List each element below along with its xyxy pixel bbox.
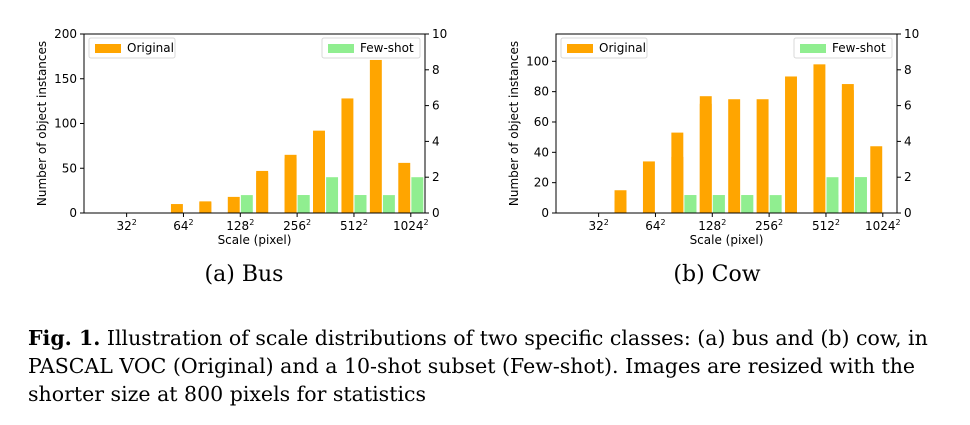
bar-few-shot-362 [326,177,339,213]
bar-original-64 [170,204,183,213]
legend-label-original: Original [127,41,174,55]
ytick-label-right: 4 [432,134,440,148]
bar-few-shot-b-256 [297,195,310,213]
ytick-label-left: 50 [62,161,77,175]
bar-original-b-128 [699,103,712,213]
bar-few-shot-b-724 [854,177,867,213]
ytick-label-left: 60 [534,115,549,129]
ytick-label-left: 100 [526,54,549,68]
xtick-label: 1282 [226,218,254,233]
bar-original-b-90 [671,132,684,213]
xtick-label: 1282 [698,218,726,233]
bar-original-b-256 [284,154,297,213]
legend-label-fewshot: Few-shot [360,41,414,55]
ytick-label-right: 6 [432,99,440,113]
bar-original-724 [369,59,382,213]
bar-few-shot-b-128 [712,195,725,213]
caption-label: Fig. 1. [28,326,101,350]
subcaption-cow: (b) Cow [673,262,761,287]
xtick-label: 5122 [340,218,368,233]
ytick-label-right: 0 [904,206,912,220]
xtick-label: 642 [173,218,193,233]
bar-original-128 [227,196,240,213]
ytick-label-left: 0 [541,206,549,220]
bar-original-b-724 [841,84,854,213]
y-axis-label: Number of object instances [507,41,521,206]
figure-caption: Fig. 1. Illustration of scale distributi… [28,324,953,408]
xtick-label: 322 [588,218,608,233]
bar-few-shot-b-90 [684,195,697,213]
legend-label-original: Original [599,41,646,55]
bar-original-362 [785,76,797,213]
x-axis-label: Scale (pixel) [690,233,764,247]
ytick-label-left: 150 [54,72,77,86]
xtick-label: 642 [645,218,665,233]
bar-few-shot-b-128 [240,195,253,213]
ytick-label-left: 0 [69,206,77,220]
legend-swatch-fewshot [800,44,826,53]
ytick-label-left: 80 [534,85,549,99]
bar-original-256 [756,99,769,213]
plot-frame [555,33,898,214]
bar-few-shot-b-512 [354,195,367,213]
bar-original-512 [813,64,826,213]
legend-swatch-fewshot [328,44,354,53]
xtick-label: 2562 [283,218,311,233]
bar-original-b-181 [256,170,269,213]
ytick-label-right: 8 [904,63,912,77]
xtick-label: 10242 [865,218,901,233]
bar-original-b-45 [614,190,627,213]
xtick-label: 5122 [812,218,840,233]
bar-few-shot-256 [769,195,782,213]
ytick-label-left: 40 [534,145,549,159]
legend-label-fewshot: Few-shot [832,41,886,55]
ytick-label-left: 200 [54,27,77,41]
bar-few-shot-1024 [411,177,424,213]
bar-original-1024 [398,162,411,213]
ytick-label-left: 20 [534,176,549,190]
bar-original-1024 [870,146,883,213]
legend-swatch-original [567,44,593,53]
bus-scale-chart: 0 50 100 150 200 0 2 4 6 8 10 322 642 1282 2562 5122 102… [35,27,447,247]
xtick-label: 2562 [755,218,783,233]
bar-few-shot-b-181 [741,195,754,213]
ytick-label-right: 4 [904,134,912,148]
cow-scale-chart: 0 20 40 60 80 100 0 2 4 6 8 10 322 642 1282 2562 5122 102… [507,27,919,247]
ytick-label-right: 6 [904,99,912,113]
bar-original-181 [728,99,741,213]
bar-original-64 [642,161,655,213]
ytick-label-right: 2 [432,170,440,184]
ytick-label-right: 2 [904,170,912,184]
subcaption-bus: (a) Bus [204,262,284,287]
ytick-label-right: 10 [904,27,919,41]
bar-original-b-90 [199,201,212,213]
caption-text: Illustration of scale distributions of t… [28,326,928,406]
x-axis-label: Scale (pixel) [218,233,292,247]
ytick-label-right: 0 [432,206,440,220]
legend-swatch-original [95,44,121,53]
xtick-label: 10242 [393,218,429,233]
bar-few-shot-724 [382,195,395,213]
bar-few-shot-b-512 [826,177,839,213]
xtick-label: 322 [116,218,136,233]
ytick-label-right: 10 [432,27,447,41]
y-axis-label: Number of object instances [35,41,49,206]
bar-original-512 [341,98,354,213]
ytick-label-right: 8 [432,63,440,77]
ytick-label-left: 100 [54,117,77,131]
bar-original-b-362 [313,130,325,213]
